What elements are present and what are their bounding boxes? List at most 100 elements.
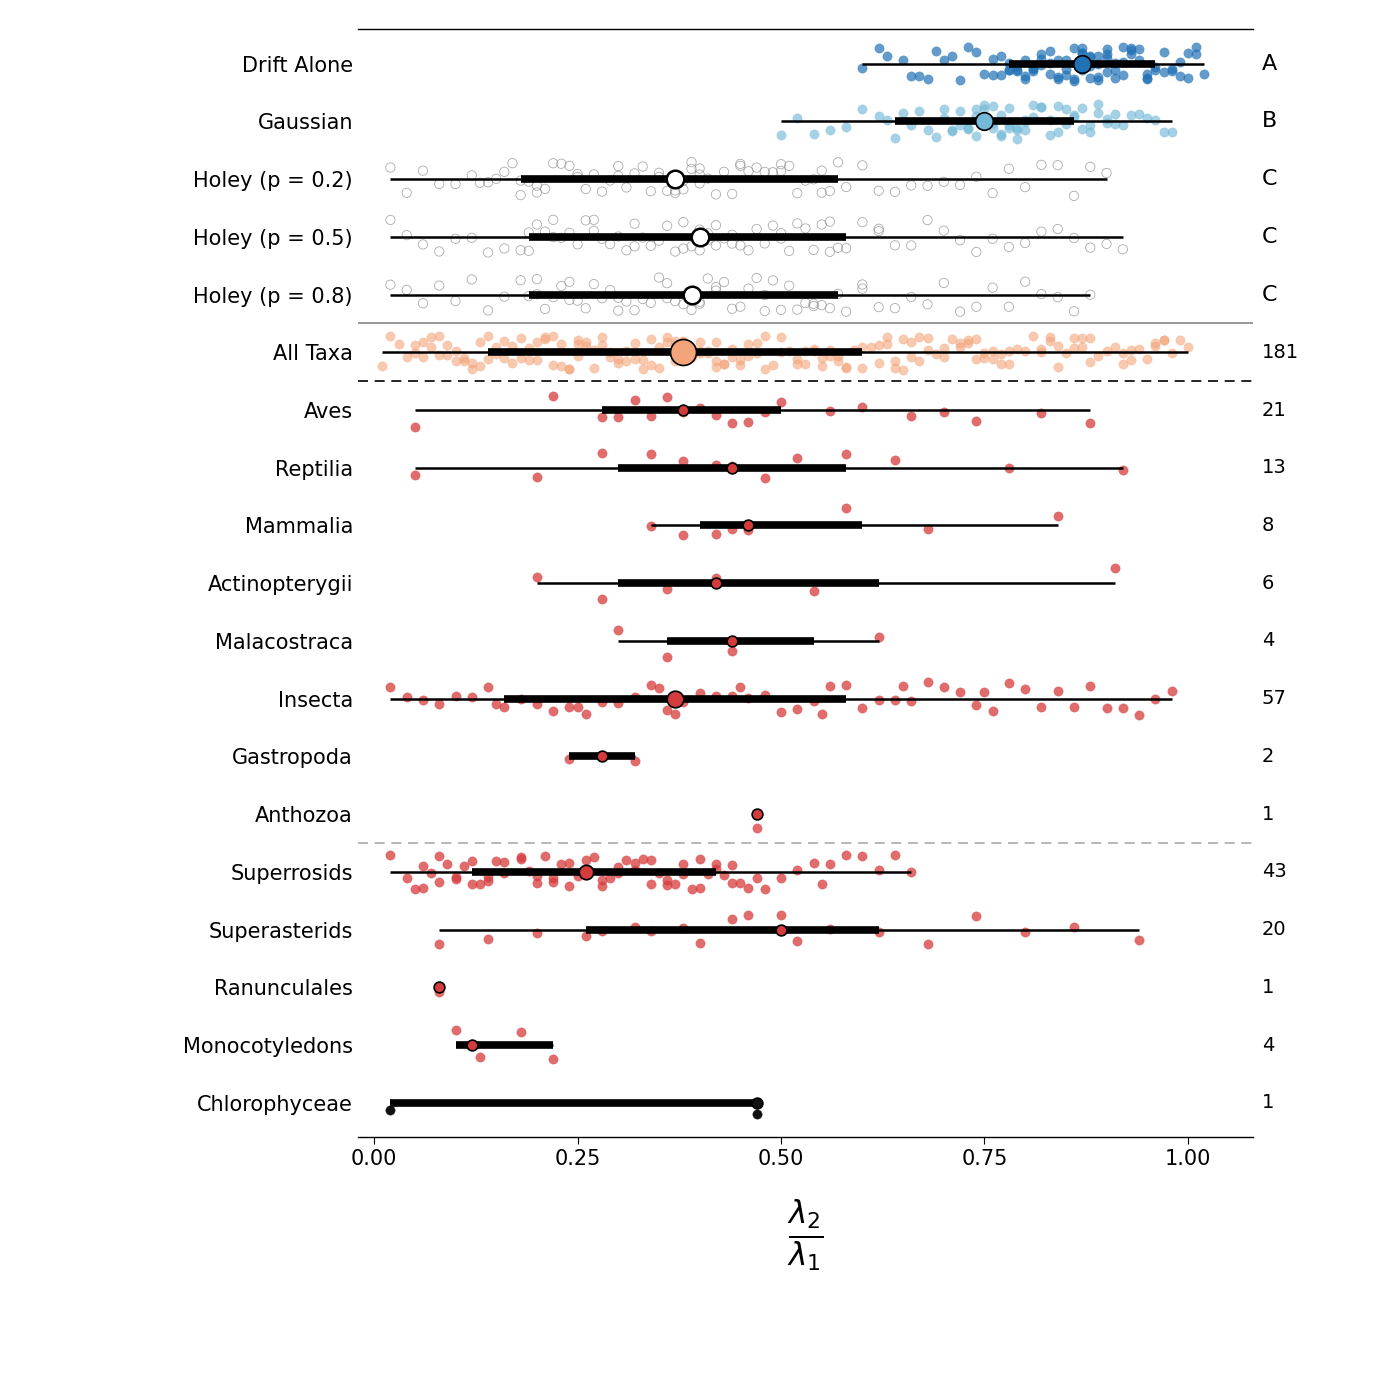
Point [599,169,622,192]
Point [1014,176,1036,199]
Point [770,298,792,321]
Point [819,210,841,232]
Point [1030,48,1053,70]
Point [973,94,995,116]
Point [689,157,711,179]
Point [868,626,890,648]
Point [697,223,720,245]
Point [640,442,662,465]
Point [640,181,662,203]
Point [973,111,995,133]
Point [631,155,654,178]
Point [770,325,792,347]
Point [672,524,694,546]
Point [640,673,662,696]
Point [655,874,678,896]
Point [493,286,515,308]
Point [875,109,897,132]
Point [640,514,662,536]
Point [762,353,784,375]
Point [1047,49,1070,71]
Point [533,325,556,347]
Point [941,328,963,350]
Point [787,213,809,235]
Point [484,336,507,358]
Point [608,855,630,878]
Point [648,161,671,183]
Point [909,350,931,372]
Point [958,116,980,139]
Point [973,63,995,85]
Point [721,456,743,479]
Point [379,157,402,179]
Point [672,853,694,875]
Point [412,293,434,315]
Point [1039,326,1061,349]
Point [770,700,792,722]
Point [582,220,605,242]
Point [1014,119,1036,141]
Point [704,573,727,595]
Point [811,346,833,368]
Point [582,357,605,379]
Point [704,280,727,302]
Point [559,288,581,311]
Point [932,171,955,193]
Point [550,853,573,875]
Point [379,209,402,231]
Point [640,235,662,258]
Point [664,703,686,725]
Point [672,169,694,192]
Point [623,916,645,938]
Point [697,339,720,361]
Point [1063,36,1085,59]
Point [1095,43,1117,66]
Point [827,151,850,174]
Point [477,241,500,263]
Point [477,869,500,892]
Point [721,298,743,321]
Point [444,868,466,890]
Point [623,213,645,235]
Point [428,871,451,893]
Point [689,225,711,248]
Point [973,115,995,137]
Point [1071,36,1093,59]
Point [868,351,890,374]
Text: 1: 1 [1261,1093,1274,1113]
Point [704,567,727,589]
Point [631,848,654,871]
Point [1103,102,1126,125]
Point [591,442,613,465]
Point [680,284,703,307]
Point [932,108,955,130]
Point [981,700,1004,722]
Point [998,118,1021,140]
Point [1071,336,1093,358]
Point [672,917,694,939]
Point [990,45,1012,67]
Point [762,161,784,183]
Point [1135,69,1158,91]
Point [567,329,589,351]
Point [721,854,743,876]
Point [965,241,987,263]
Point [655,179,678,202]
Point [437,853,459,875]
Point [917,934,939,956]
Point [672,349,694,371]
Point [1144,335,1166,357]
Point [1079,46,1102,69]
Point [672,399,694,421]
Point [1128,38,1151,60]
Point [900,332,923,354]
Point [932,49,955,71]
Point [883,234,906,256]
Point [412,330,434,353]
Point [574,864,596,886]
Point [1079,120,1102,143]
Point [582,164,605,186]
Point [1071,118,1093,140]
Point [395,279,417,301]
Point [664,179,686,202]
